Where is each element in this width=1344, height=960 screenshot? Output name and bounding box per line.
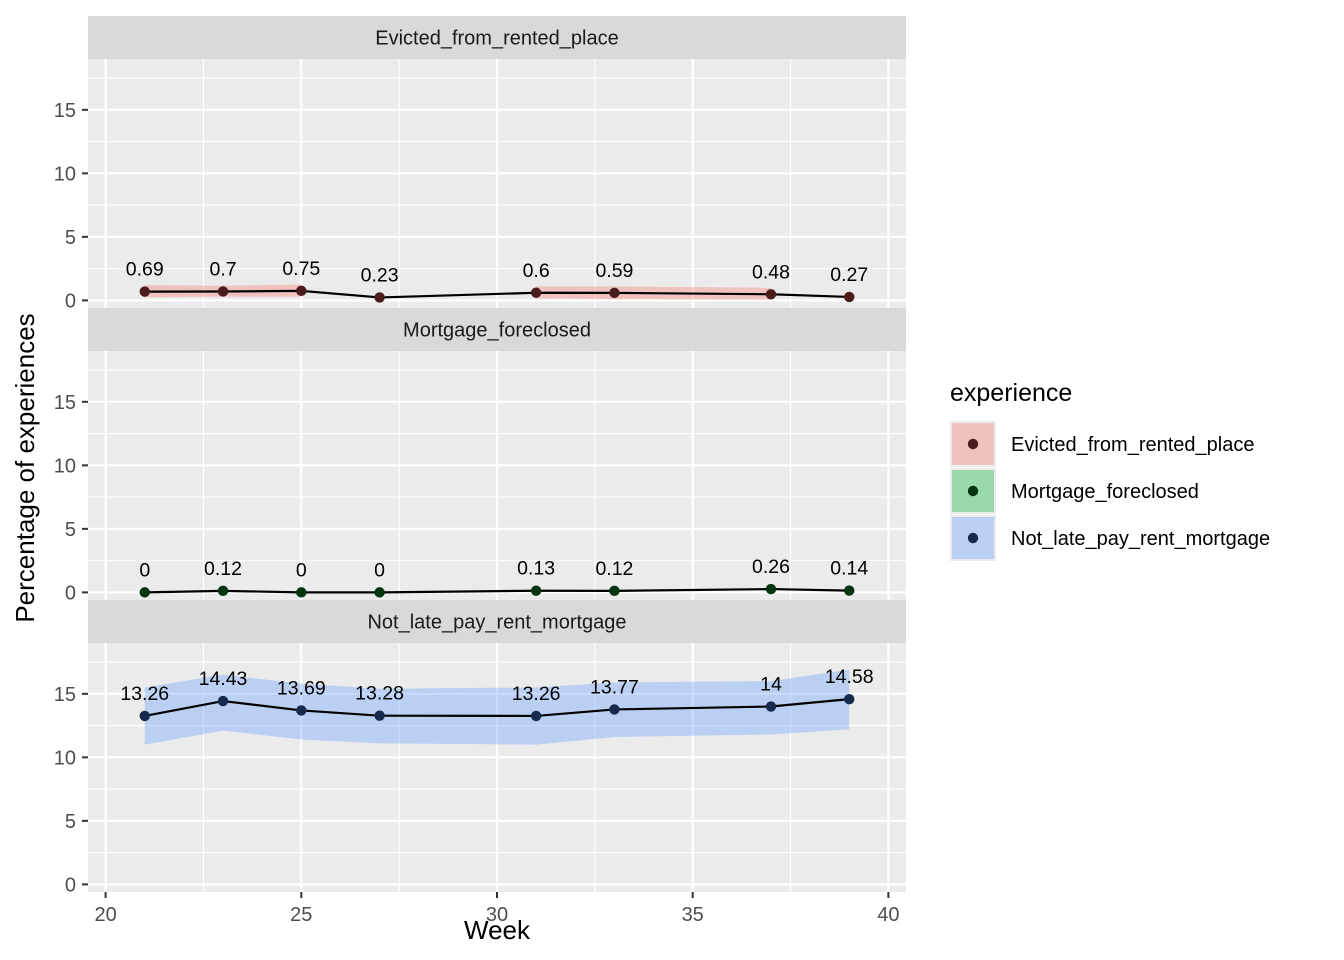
data-point	[530, 710, 542, 722]
data-point	[296, 587, 307, 598]
data-point	[374, 710, 385, 721]
data-point	[374, 292, 385, 303]
facet-strip-label: Mortgage_foreclosed	[403, 320, 591, 342]
data-point	[296, 705, 307, 716]
gridlines	[88, 59, 906, 308]
data-label: 0.6	[523, 260, 550, 282]
legend-item: Mortgage_foreclosed	[950, 468, 1199, 514]
legend-label: Not_late_pay_rent_mortgage	[1011, 528, 1270, 550]
data-point	[217, 585, 229, 597]
x-tick-label: 35	[682, 904, 704, 926]
x-tick-label: 25	[290, 904, 312, 926]
series-line	[144, 698, 850, 718]
data-point	[765, 289, 777, 300]
legend: experience Evicted_from_rented_place Mort…	[950, 379, 1270, 561]
facet-strip	[88, 16, 906, 59]
y-tick-label: 15	[54, 100, 76, 122]
legend-key-point	[967, 485, 979, 497]
y-tick-label: 10	[54, 747, 76, 769]
data-label: 0.14	[830, 558, 868, 580]
data-point	[609, 585, 620, 597]
data-point	[139, 710, 150, 722]
y-tick-label: 5	[65, 519, 76, 541]
data-point	[844, 585, 855, 596]
data-point	[296, 285, 307, 297]
y-tick-label: 5	[65, 227, 76, 249]
legend-title: experience	[950, 379, 1072, 407]
data-label: 0.69	[126, 259, 164, 281]
facet-panels: Evicted_from_rented_place 0 5 10 15 0.69 0.7 0.…	[54, 16, 906, 896]
y-axis-title: Percentage of experiences	[10, 313, 40, 622]
y-tick-label: 10	[54, 163, 76, 185]
facet-strip-label: Evicted_from_rented_place	[375, 28, 618, 50]
legend-key-point	[967, 438, 979, 450]
data-label: 14	[760, 674, 782, 696]
gridlines	[88, 643, 906, 892]
data-label: 0	[139, 559, 150, 581]
data-label: 0.59	[595, 260, 633, 282]
data-point	[609, 287, 620, 299]
data-point	[217, 695, 229, 707]
facet-panel: Mortgage_foreclosed 0 5 10 15 0 0.12 0 0 0.13 0.12…	[54, 308, 906, 604]
series-line	[144, 587, 850, 594]
data-label: 13.26	[512, 683, 561, 705]
data-point	[530, 585, 542, 596]
y-tick-label: 15	[54, 684, 76, 706]
data-label: 0.27	[830, 264, 868, 286]
data-point	[765, 583, 777, 595]
x-tick-label: 40	[877, 904, 899, 926]
y-tick-label: 10	[54, 455, 76, 477]
y-tick-label: 5	[65, 811, 76, 833]
data-label: 0.23	[361, 264, 399, 286]
y-tick-label: 15	[54, 392, 76, 414]
data-label: 13.26	[120, 683, 169, 705]
data-point	[139, 286, 150, 297]
x-tick-label: 20	[94, 904, 116, 926]
data-label: 14.43	[199, 668, 248, 690]
y-axis: 0 5 10 15	[54, 392, 88, 604]
data-point	[217, 286, 229, 297]
data-label: 14.58	[825, 666, 874, 688]
x-axis: 20 25 30 35 40	[94, 892, 900, 926]
data-point	[609, 704, 620, 715]
data-label: 0.12	[595, 558, 633, 580]
data-point	[374, 587, 385, 598]
data-label: 0.75	[282, 258, 320, 280]
data-label: 0.12	[204, 558, 242, 580]
facet-strip	[88, 308, 906, 351]
data-point	[844, 291, 855, 303]
x-axis-title: Week	[464, 915, 531, 945]
data-label: 0.48	[752, 261, 790, 283]
y-tick-label: 0	[65, 874, 76, 896]
data-point	[765, 701, 777, 712]
data-label: 0.13	[517, 558, 555, 580]
data-label: 0.26	[752, 556, 790, 578]
y-tick-label: 0	[65, 582, 76, 604]
legend-item: Not_late_pay_rent_mortgage	[950, 515, 1270, 561]
facet-strip-label: Not_late_pay_rent_mortgage	[367, 612, 626, 634]
confidence-ribbon	[144, 669, 850, 745]
data-label: 13.77	[590, 676, 639, 698]
y-axis: 0 5 10 15	[54, 100, 88, 312]
data-point	[844, 693, 855, 705]
x-tick-label: 30	[486, 904, 508, 926]
data-label: 0.7	[209, 258, 236, 280]
data-label: 13.69	[277, 677, 326, 699]
y-axis: 0 5 10 15	[54, 684, 88, 896]
data-point	[139, 587, 150, 598]
data-label: 0	[374, 559, 385, 581]
legend-item: Evicted_from_rented_place	[950, 421, 1254, 467]
data-label: 0	[296, 559, 307, 581]
legend-key-point	[967, 532, 979, 544]
y-tick-label: 0	[65, 290, 76, 312]
facet-panel: Evicted_from_rented_place 0 5 10 15 0.69 0.7 0.…	[54, 16, 906, 312]
facet-strip	[88, 600, 906, 643]
data-label: 13.28	[355, 683, 404, 705]
data-point	[530, 287, 542, 298]
legend-label: Evicted_from_rented_place	[1011, 434, 1254, 456]
facet-panel: Not_late_pay_rent_mortgage 0 5 10 15 13.26 14.…	[54, 600, 906, 896]
series-line	[144, 289, 850, 299]
legend-label: Mortgage_foreclosed	[1011, 481, 1199, 503]
